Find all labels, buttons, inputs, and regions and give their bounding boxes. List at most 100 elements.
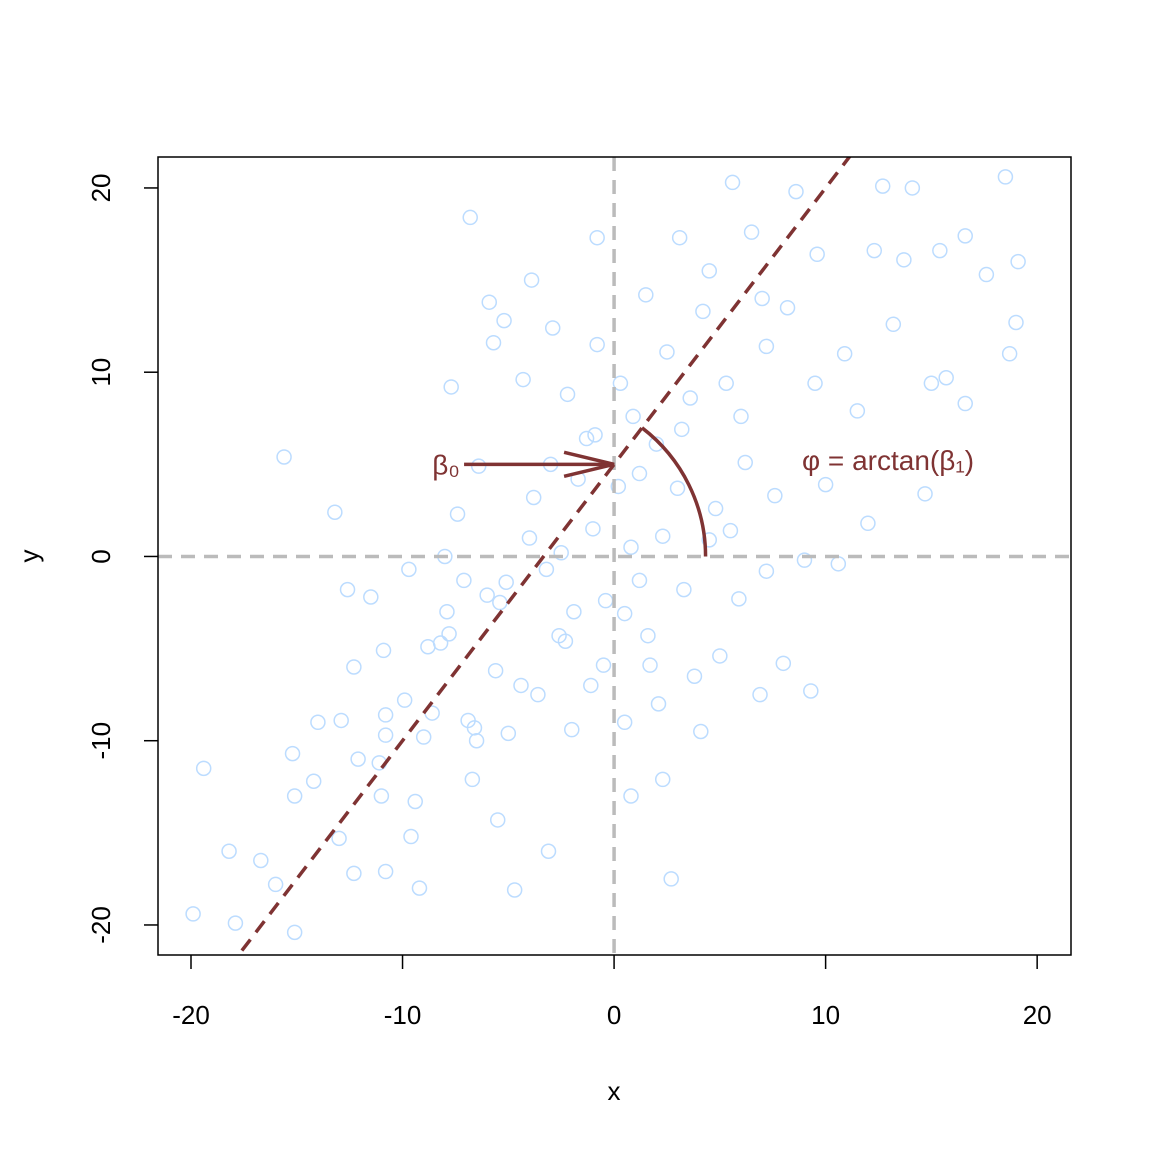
point <box>758 338 775 355</box>
point <box>997 169 1014 185</box>
point <box>904 180 921 196</box>
point <box>331 830 347 847</box>
point <box>525 489 542 506</box>
point <box>464 771 481 788</box>
point <box>479 587 495 603</box>
point <box>589 229 605 246</box>
point <box>693 723 709 740</box>
point <box>978 266 995 283</box>
point <box>515 371 531 388</box>
point <box>896 252 912 268</box>
point <box>682 390 698 406</box>
point <box>443 379 459 395</box>
point <box>496 312 512 329</box>
point <box>377 863 394 880</box>
point <box>779 299 796 316</box>
point <box>559 386 576 403</box>
point <box>817 476 834 493</box>
point <box>754 290 770 307</box>
point <box>654 528 671 544</box>
point <box>1001 346 1018 362</box>
point <box>923 375 940 392</box>
point <box>724 174 741 191</box>
point <box>938 369 954 386</box>
point <box>957 395 973 412</box>
x-tick-label: 20 <box>1023 1000 1052 1030</box>
point <box>640 627 656 644</box>
point <box>885 316 902 333</box>
point <box>836 346 853 362</box>
point <box>733 408 749 425</box>
point <box>466 720 483 736</box>
point <box>327 504 343 520</box>
point <box>957 228 973 244</box>
point <box>686 668 703 684</box>
point <box>585 521 601 537</box>
point <box>631 465 648 482</box>
point <box>415 729 432 745</box>
point <box>663 871 679 887</box>
point <box>411 880 428 896</box>
point <box>722 522 739 539</box>
point <box>375 642 392 659</box>
angle-arc <box>640 426 708 557</box>
point <box>623 788 639 804</box>
point <box>654 771 671 788</box>
point <box>578 430 595 447</box>
point <box>631 572 648 589</box>
point <box>557 633 574 649</box>
angle-label: φ = arctan(β₁) <box>802 445 974 476</box>
point <box>860 515 876 532</box>
point <box>553 545 569 561</box>
point <box>616 605 633 622</box>
point <box>648 436 665 452</box>
point <box>809 246 825 263</box>
x-tick-label: 10 <box>811 1000 840 1030</box>
point <box>377 727 394 743</box>
point <box>185 906 201 922</box>
point <box>468 732 485 749</box>
point <box>540 843 557 860</box>
point <box>530 686 546 703</box>
point <box>796 552 813 568</box>
point <box>346 865 362 882</box>
point <box>849 403 866 419</box>
intercept-label: β₀ <box>432 449 460 480</box>
point <box>659 344 675 360</box>
point <box>521 530 538 546</box>
y-tick-label: 10 <box>86 358 116 387</box>
point <box>583 677 599 694</box>
point <box>566 603 582 620</box>
point <box>718 375 734 392</box>
point <box>932 242 948 259</box>
point <box>874 178 891 194</box>
point <box>595 657 612 673</box>
point <box>284 745 301 762</box>
point <box>564 721 580 738</box>
point <box>350 751 366 767</box>
point <box>487 662 504 679</box>
point <box>456 572 472 589</box>
point <box>775 655 792 672</box>
y-tick-label: -20 <box>86 906 116 944</box>
y-axis-label: y <box>14 550 44 563</box>
point <box>707 500 724 517</box>
point <box>803 683 819 699</box>
point <box>589 336 605 353</box>
point <box>767 487 783 504</box>
point <box>377 707 394 723</box>
point <box>701 263 718 279</box>
point <box>195 760 212 777</box>
point <box>221 843 237 860</box>
point <box>339 581 356 598</box>
point <box>523 272 540 288</box>
point <box>758 563 775 579</box>
point <box>253 852 269 869</box>
point <box>650 696 667 712</box>
point <box>310 714 326 731</box>
point <box>752 686 768 703</box>
point <box>439 603 455 620</box>
point <box>731 591 747 607</box>
point <box>674 421 690 438</box>
